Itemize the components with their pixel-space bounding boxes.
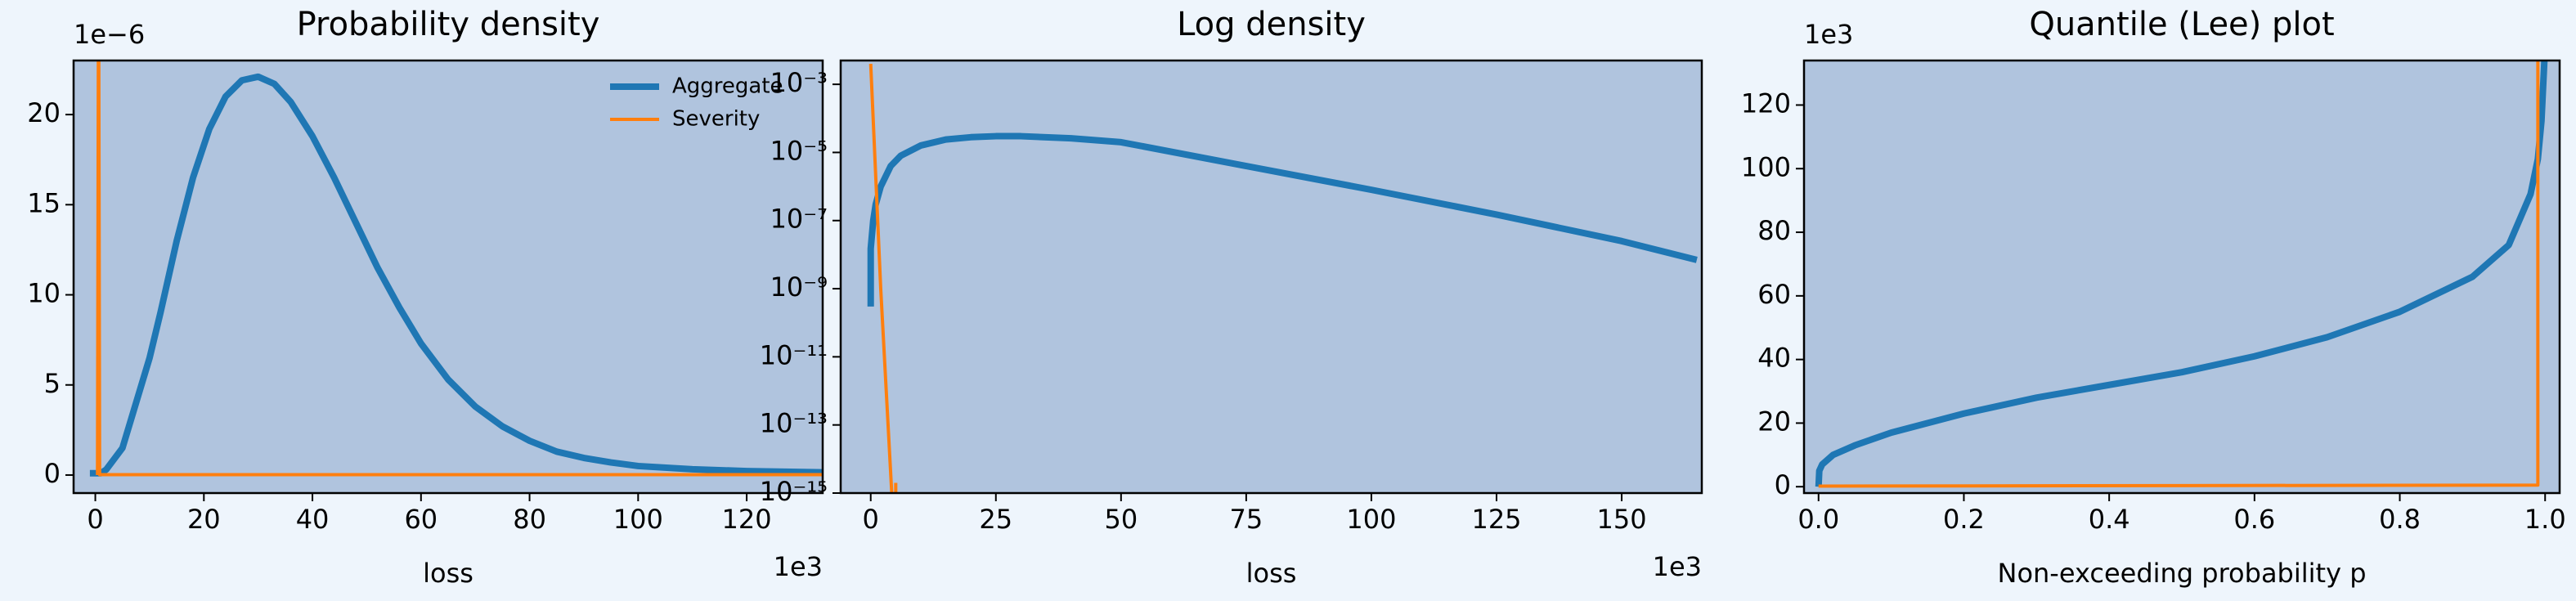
x-tick-label: 100 bbox=[613, 504, 663, 535]
y-offset-label: 1e3 bbox=[1804, 19, 1853, 50]
x-tick-label: 60 bbox=[404, 504, 438, 535]
chart-title: Probability density bbox=[297, 6, 600, 43]
plot-area bbox=[841, 61, 1702, 493]
x-tick-label: 0.6 bbox=[2233, 504, 2275, 535]
x-tick-label: 80 bbox=[513, 504, 546, 535]
series-group bbox=[867, 63, 1698, 493]
chart-title: Quantile (Lee) plot bbox=[2029, 6, 2334, 43]
x-tick-label: 0.2 bbox=[1943, 504, 1985, 535]
plot-frame bbox=[839, 59, 1703, 495]
legend-label: Severity bbox=[672, 107, 760, 132]
y-tick-label: 10⁻¹⁵ bbox=[760, 476, 828, 507]
y-tick-label: 10⁻⁷ bbox=[770, 204, 828, 235]
series-line bbox=[1818, 61, 2540, 488]
y-tick-label: 10 bbox=[27, 278, 61, 309]
y-tick-label: 100 bbox=[1741, 151, 1791, 182]
y-tick-label: 10⁻³ bbox=[770, 67, 828, 98]
y-tick-label: 10⁻¹¹ bbox=[760, 339, 828, 370]
x-tick-label: 1.0 bbox=[2524, 504, 2566, 535]
y-tick-label: 60 bbox=[1757, 279, 1791, 310]
x-tick-label: 40 bbox=[296, 504, 330, 535]
y-offset-label: 1e−6 bbox=[74, 19, 145, 50]
series-line bbox=[96, 61, 823, 477]
x-tick-label: 0.4 bbox=[2089, 504, 2130, 535]
series-line bbox=[89, 73, 823, 477]
legend-label: Aggregate bbox=[672, 74, 783, 99]
y-tick-label: 10⁻⁵ bbox=[770, 135, 828, 166]
x-tick-label: 50 bbox=[1104, 504, 1138, 535]
plot-area bbox=[74, 61, 823, 493]
y-tick-label: 15 bbox=[27, 187, 61, 218]
series-line bbox=[868, 63, 898, 493]
x-tick-label: 20 bbox=[187, 504, 221, 535]
series-line bbox=[1815, 61, 2548, 487]
x-axis-label: loss bbox=[423, 558, 473, 589]
y-tick-label: 20 bbox=[27, 97, 61, 128]
y-tick-label: 80 bbox=[1757, 215, 1791, 246]
series-group bbox=[1815, 61, 2548, 488]
y-tick-label: 10⁻¹³ bbox=[760, 408, 828, 439]
x-tick-label: 0 bbox=[87, 504, 103, 535]
chart-title: Log density bbox=[1177, 6, 1366, 43]
y-tick-label: 120 bbox=[1741, 87, 1791, 119]
x-tick-label: 150 bbox=[1597, 504, 1647, 535]
panel: 0.0 0.2 0.4 0.6 0.8 1.0 0 20 40 60 80 100 120 Quantil… bbox=[1741, 6, 2566, 589]
y-tick-label: 0 bbox=[44, 458, 61, 489]
series-group bbox=[89, 61, 823, 477]
x-tick-label: 75 bbox=[1230, 504, 1263, 535]
x-tick-label: 25 bbox=[979, 504, 1012, 535]
x-offset-label: 1e3 bbox=[1653, 551, 1702, 582]
x-tick-label: 0 bbox=[863, 504, 879, 535]
y-tick-label: 10⁻⁹ bbox=[770, 271, 828, 303]
x-tick-label: 125 bbox=[1471, 504, 1521, 535]
y-tick-label: 20 bbox=[1757, 406, 1791, 437]
y-tick-label: 0 bbox=[1775, 469, 1791, 500]
x-offset-label: 1e3 bbox=[774, 551, 823, 582]
x-tick-label: 100 bbox=[1346, 504, 1396, 535]
plot-frame bbox=[72, 59, 824, 495]
x-tick-label: 0.8 bbox=[2379, 504, 2421, 535]
x-axis-label: loss bbox=[1246, 558, 1297, 589]
y-tick-label: 5 bbox=[44, 368, 61, 399]
panel: 0 20 40 60 80 100 120 0 5 10 15 20 Probability densi… bbox=[27, 6, 824, 589]
x-axis-label: Non-exceeding probability p bbox=[1998, 558, 2367, 589]
x-tick-label: 0.0 bbox=[1797, 504, 1839, 535]
panel: 0 25 50 75 100 125 150 10⁻¹⁵ 10⁻¹³ 10⁻¹¹ 10⁻⁹ 10⁻⁷ 1… bbox=[760, 6, 1703, 589]
plot-frame bbox=[1802, 59, 2561, 495]
x-tick-label: 120 bbox=[722, 504, 772, 535]
y-tick-label: 40 bbox=[1757, 343, 1791, 374]
